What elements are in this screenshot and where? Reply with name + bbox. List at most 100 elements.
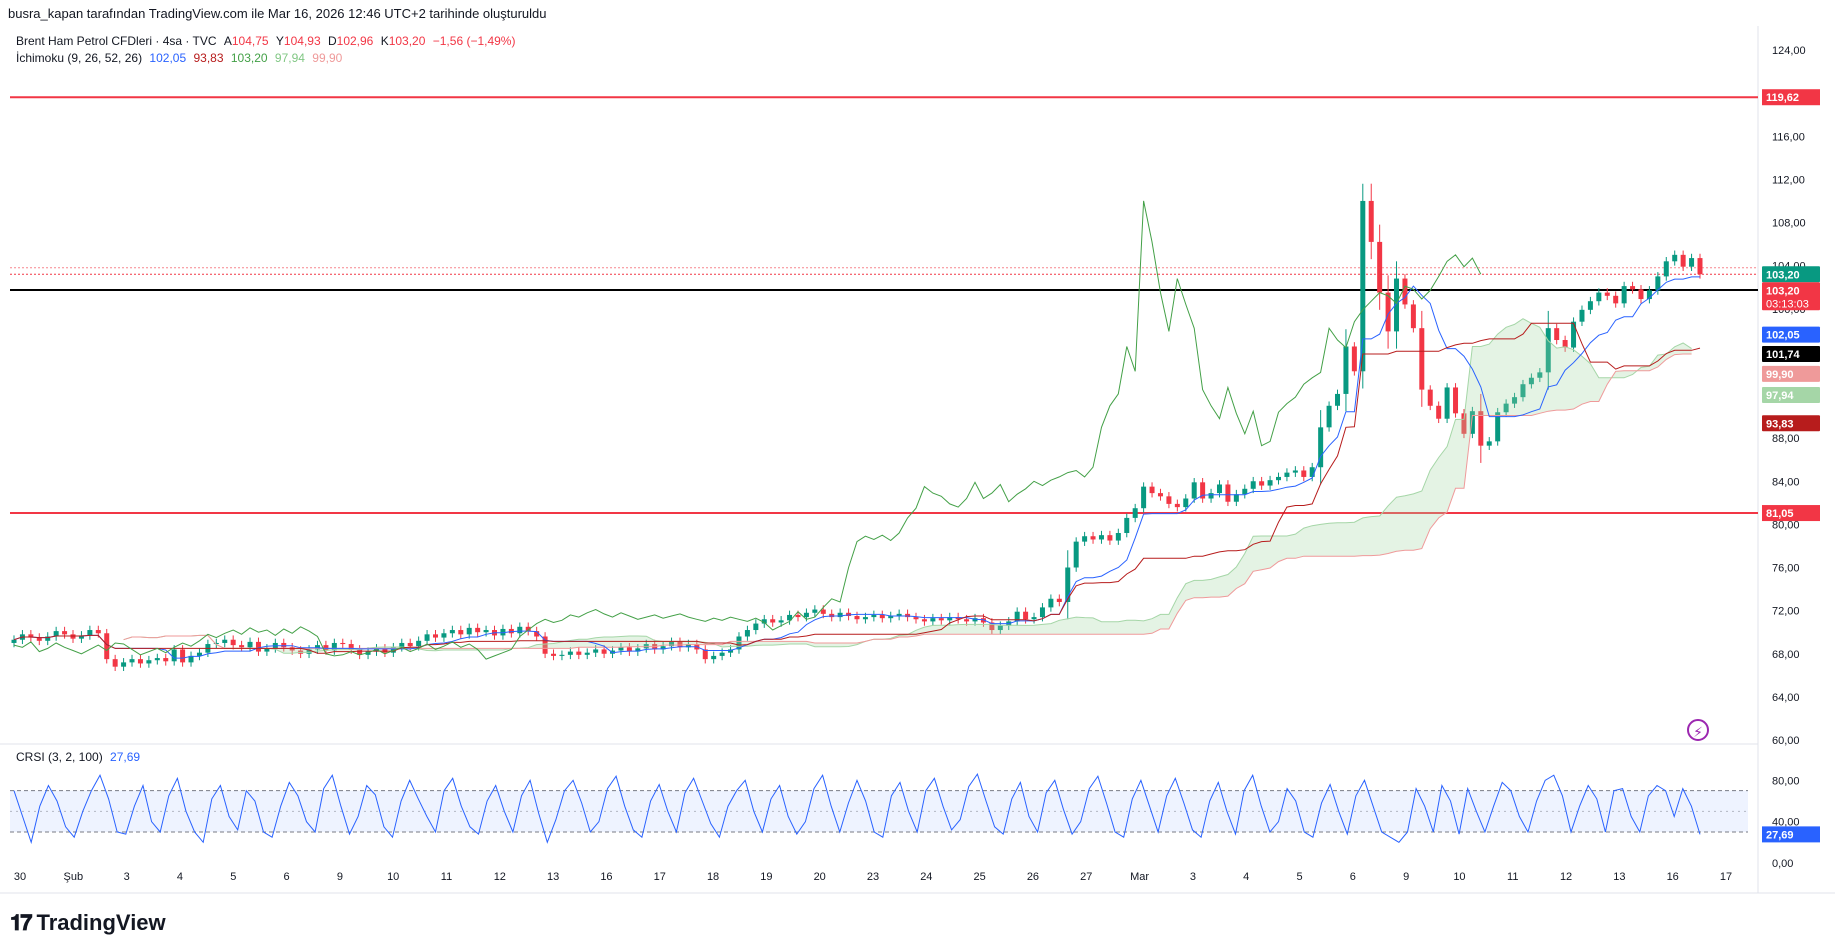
hline-label-text: 81,05 [1766, 508, 1794, 520]
x-tick-label: 12 [494, 871, 506, 883]
candle-body [95, 630, 101, 634]
candle-body [1537, 372, 1543, 378]
candle-body [618, 647, 624, 651]
crsi-value-box [1762, 826, 1820, 843]
x-tick-label: 4 [177, 871, 183, 883]
candle-body [702, 649, 708, 660]
y-tick-label: 124,00 [1772, 45, 1806, 57]
x-tick-label: 20 [814, 871, 826, 883]
candle-body [36, 637, 42, 641]
candle-body [399, 642, 405, 648]
candle-body [416, 640, 422, 647]
price-label-text: 101,74 [1766, 349, 1801, 361]
candle-body [593, 649, 599, 653]
price-label-box [1762, 386, 1820, 403]
tradingview-brand: TradingView [36, 910, 166, 935]
candle-body [761, 619, 767, 624]
candle-body [1486, 441, 1492, 446]
candle-body [846, 612, 852, 617]
close-value: K103,20 [380, 34, 426, 48]
candle-body [829, 613, 835, 618]
candle-body [1073, 541, 1079, 568]
chart-credit: busra_kapan tarafından TradingView.com i… [8, 6, 547, 21]
candle-body [1098, 535, 1104, 540]
candle-body [1672, 254, 1678, 262]
candle-body [736, 636, 742, 650]
candle-body [53, 631, 59, 637]
candles [11, 183, 1703, 671]
y-tick-label: 112,00 [1772, 174, 1805, 186]
candle-body [997, 625, 1003, 631]
candle-body [1225, 484, 1231, 502]
x-tick-label: 11 [441, 871, 452, 883]
x-tick-label: 12 [1560, 871, 1572, 883]
candle-body [1267, 480, 1273, 486]
candle-body [677, 641, 683, 648]
candle-body [1630, 286, 1636, 290]
tradingview-logo[interactable]: 𝟏𝟕 TradingView [10, 910, 166, 936]
candle-body [407, 642, 413, 647]
crsi-name[interactable]: CRSI (3, 2, 100) [16, 750, 103, 764]
candle-body [1587, 301, 1593, 310]
candle-body [1520, 384, 1526, 398]
candle-body [1554, 328, 1560, 341]
candle-body [669, 641, 675, 647]
ichimoku-name[interactable]: İchimoku (9, 26, 52, 26) [16, 51, 143, 65]
candle-body [1048, 598, 1054, 608]
candle-body [1638, 289, 1644, 300]
ichimoku-base-value: 93,83 [193, 51, 224, 65]
ichimoku-cloud [123, 318, 1692, 654]
candle-body [1174, 503, 1180, 508]
candle-body [795, 614, 801, 618]
candle-body [247, 641, 253, 648]
x-tick-label: 16 [1667, 871, 1679, 883]
lightning-icon[interactable]: ⚡ [1687, 719, 1709, 741]
tradingview-logo-icon: 𝟏𝟕 [10, 910, 33, 935]
y-tick-label: 64,00 [1772, 692, 1800, 704]
candle-body [433, 634, 438, 638]
symbol-name[interactable]: Brent Ham Petrol CFDleri · 4sa · TVC [16, 34, 217, 48]
candle-body [1208, 493, 1214, 499]
x-tick-label: 5 [1296, 871, 1302, 883]
candle-body [357, 649, 363, 655]
candle-body [1090, 536, 1096, 540]
candle-body [11, 639, 17, 643]
candle-body [1039, 607, 1045, 618]
candle-body [1065, 567, 1071, 602]
candle-body [104, 633, 110, 660]
candle-body [1149, 486, 1155, 494]
candle-body [955, 617, 961, 620]
crsi-legend: CRSI (3, 2, 100) 27,69 [16, 750, 140, 764]
candle-body [601, 649, 607, 654]
candle-body [222, 639, 228, 643]
candle-body [1335, 393, 1341, 406]
candle-body [196, 652, 202, 656]
candle-body [1478, 411, 1484, 446]
candle-body [753, 623, 759, 631]
candle-body [255, 641, 261, 652]
candle-body [500, 628, 506, 636]
price-label-box [1762, 345, 1820, 362]
candle-body [1115, 533, 1121, 541]
x-tick-label: 17 [1720, 871, 1732, 883]
ichimoku-base-line [13, 322, 1701, 654]
candle-body [1326, 405, 1332, 428]
price-label-box [1762, 326, 1820, 343]
price-label-box [1762, 282, 1820, 311]
candle-body [62, 631, 68, 635]
ichimoku-spanB-value: 99,90 [312, 51, 343, 65]
change-value: −1,56 (−1,49%) [432, 34, 516, 48]
candle-body [1191, 482, 1197, 499]
ichimoku-lagging-line [13, 200, 1482, 660]
candle-body [744, 630, 750, 637]
y-tick-label: 116,00 [1772, 131, 1805, 143]
candle-body [930, 618, 936, 622]
candle-body [1259, 481, 1265, 486]
x-tick-label: 9 [1403, 871, 1409, 883]
ichimoku-legend: İchimoku (9, 26, 52, 26) 102,05 93,83 10… [16, 51, 342, 65]
candle-body [938, 618, 944, 621]
high-value: Y104,93 [275, 34, 321, 48]
candle-body [1453, 387, 1459, 414]
candle-body [1385, 292, 1391, 332]
